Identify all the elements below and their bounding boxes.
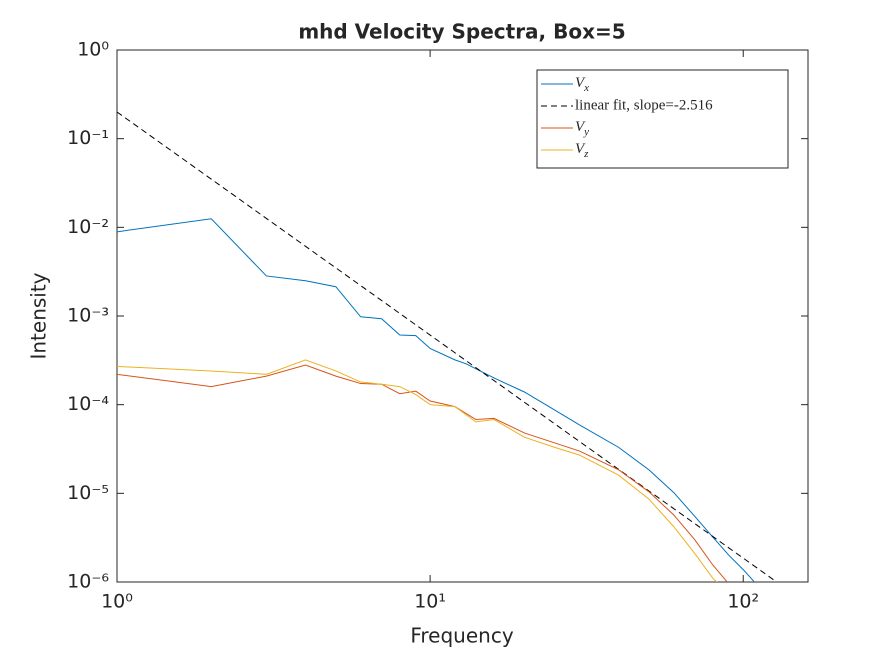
series-line [117,111,778,582]
legend-label: linear fit, slope=-2.516 [575,97,713,113]
x-tick-label: 10¹ [414,591,446,613]
legend-box [536,69,789,169]
x-tick-label: 10² [727,591,759,613]
legend-label: Vy [575,119,589,137]
chart-title: mhd Velocity Spectra, Box=5 [298,20,625,44]
y-tick-label: 10⁻⁵ [67,482,109,504]
lines [117,111,778,582]
x-tick-label: 10⁰ [101,591,133,613]
y-tick-label: 10⁻³ [67,305,109,327]
y-axis-label: Intensity [27,272,51,359]
series-line [117,364,728,582]
x-axis-label: Frequency [410,624,513,648]
y-tick-label: 10⁻² [67,216,109,238]
legend-label: Vz [575,141,589,159]
legend-label: Vx [575,75,589,93]
y-tick-label: 10⁻¹ [67,127,109,149]
y-tick-label: 10⁻⁴ [67,393,109,415]
series-line [117,359,718,582]
y-tick-label: 10⁻⁶ [67,571,109,593]
y-tick-label: 10⁰ [77,39,109,61]
